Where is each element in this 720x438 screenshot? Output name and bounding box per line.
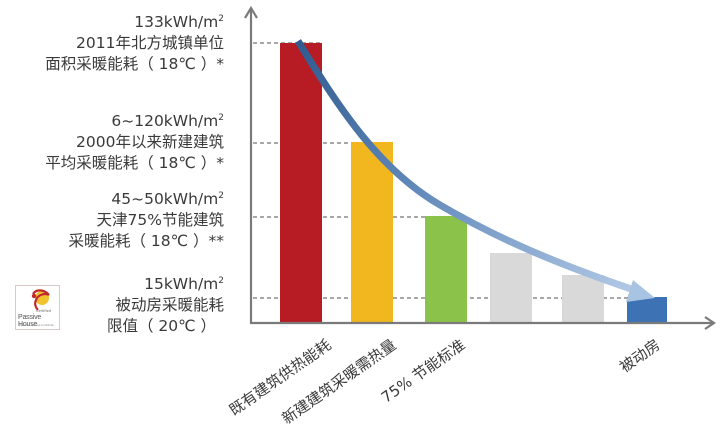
axes xyxy=(244,5,716,330)
badge-institute: Passive House Institute xyxy=(19,323,54,327)
badge-passive-house: Passive House xyxy=(18,314,42,328)
annotation-15: 15kWh/m2 被动房采暖能耗 限值（ 20℃ ） xyxy=(107,275,224,335)
passive-house-logo-icon xyxy=(31,289,50,311)
passive-house-badge: Certified Passive House Passive House In… xyxy=(15,285,60,330)
bar-existing-buildings xyxy=(280,43,322,323)
bar-passive-house xyxy=(627,297,667,323)
annotation-50: 45~50kWh/m2 天津75%节能建筑 采暖能耗（ 18℃ ）** xyxy=(68,190,225,250)
x-axis-arrow-icon xyxy=(704,316,716,330)
trend-arrow-icon xyxy=(295,39,655,302)
badge-certified: Certified xyxy=(36,309,51,313)
bar-new-buildings xyxy=(351,142,393,323)
bar-gray-2 xyxy=(562,275,604,323)
bar-gray-1 xyxy=(490,253,532,323)
y-axis-arrow-icon xyxy=(244,5,258,19)
annotation-133: 133kWh/m2 2011年北方城镇单位 面积采暖能耗（ 18℃ ）* xyxy=(45,13,224,73)
annotation-120: 6~120kWh/m2 2000年以来新建建筑 平均采暖能耗（ 18℃ ）* xyxy=(45,112,224,172)
bar-75pct-standard xyxy=(425,216,467,323)
